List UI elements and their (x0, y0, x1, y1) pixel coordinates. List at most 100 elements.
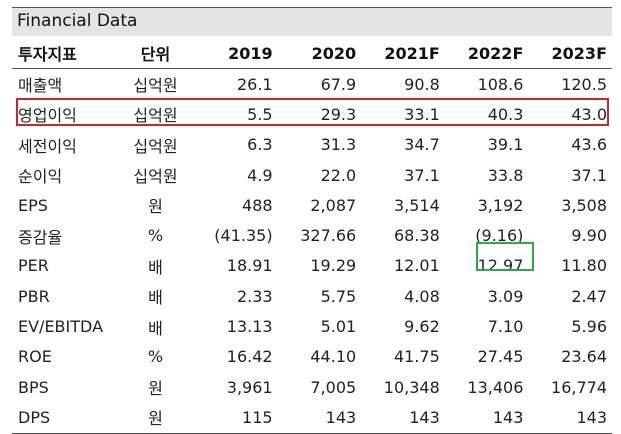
row-value: 4.9 (247, 165, 273, 185)
row-value: 90.8 (404, 74, 440, 94)
row-unit: 십억원 (133, 167, 178, 187)
table-row: 세전이익 십억원 6.3 31.3 34.7 39.1 43.6 (12, 130, 612, 160)
row-value: 34.7 (404, 135, 440, 155)
row-value: 143 (528, 402, 612, 434)
row-unit: % (147, 226, 164, 246)
table-row: EPS 원 488 2,087 3,514 3,192 3,508 (12, 190, 612, 220)
row-value: (9.16) (475, 226, 524, 246)
row-value: 115 (194, 402, 278, 434)
header-year: 2021F (361, 38, 445, 69)
row-value: 22.0 (320, 165, 357, 185)
row-value: 27.45 (477, 347, 524, 367)
row-value: 13,406 (467, 377, 524, 397)
header-year: 2022F (444, 38, 529, 69)
row-label: 순이익 (18, 167, 63, 187)
row-value: 3,192 (477, 195, 524, 215)
row-value: 13.13 (226, 317, 273, 337)
row-label: DPS (12, 402, 116, 434)
row-value: 18.91 (226, 256, 273, 276)
row-value: 12.01 (393, 256, 440, 276)
row-value: 2,087 (310, 195, 357, 215)
row-unit: 십억원 (133, 76, 178, 96)
row-value: 5.01 (320, 317, 357, 337)
table-row-highlighted: 영업이익 십억원 5.5 29.3 33.1 40.3 43.0 (12, 99, 612, 129)
row-value: 143 (277, 402, 362, 434)
row-value: 120.5 (561, 74, 607, 94)
row-value: 108.6 (477, 74, 524, 94)
row-highlight-box (16, 98, 609, 126)
row-label: 영업이익 (18, 106, 77, 126)
row-label: BPS (18, 377, 49, 397)
row-label: 매출액 (18, 76, 63, 96)
row-value: 5.96 (571, 317, 607, 337)
row-value: 2.33 (236, 286, 273, 306)
row-value: 33.1 (404, 104, 440, 124)
row-value: 68.38 (393, 226, 440, 246)
row-value: 37.1 (404, 165, 440, 185)
row-value: 43.0 (571, 104, 607, 124)
row-unit: 배 (148, 318, 163, 338)
table-row: BPS 원 3,961 7,005 10,348 13,406 16,774 (12, 372, 612, 402)
header-year: 2023F (528, 38, 612, 69)
row-value: 3,508 (561, 195, 607, 215)
row-value: 37.1 (571, 165, 607, 185)
row-unit: 원 (116, 402, 194, 434)
row-value: 16,774 (551, 377, 607, 397)
row-value: (41.35) (214, 226, 273, 246)
row-unit: 배 (148, 257, 163, 277)
row-value: 327.66 (300, 226, 357, 246)
table-title: Financial Data (17, 11, 138, 31)
row-value: 67.9 (320, 74, 357, 94)
row-value: 11.80 (561, 256, 607, 276)
row-unit: 십억원 (133, 106, 178, 126)
row-value: 143 (361, 402, 445, 434)
row-label: PER (18, 256, 49, 276)
row-unit: 원 (148, 379, 163, 399)
row-value: 9.62 (404, 317, 440, 337)
row-value: 6.3 (247, 135, 273, 155)
row-label: PBR (18, 286, 50, 306)
row-label: EPS (18, 195, 48, 215)
row-value: 23.64 (561, 347, 607, 367)
table-row: EV/EBITDA 배 13.13 5.01 9.62 7.10 5.96 (12, 311, 612, 341)
row-value: 5.75 (320, 286, 357, 306)
cell-highlight-box (476, 242, 534, 271)
row-value: 19.29 (310, 256, 357, 276)
row-value: 3.09 (487, 286, 524, 306)
table-row: DPS 원 115 143 143 143 143 (12, 402, 612, 434)
row-unit: % (147, 347, 164, 367)
row-value: 3,514 (393, 195, 440, 215)
row-value: 43.6 (571, 135, 607, 155)
row-value: 5.5 (247, 104, 273, 124)
row-label: ROE (18, 347, 52, 367)
header-item: 투자지표 (12, 38, 116, 69)
header-year: 2019 (194, 38, 278, 69)
row-value: 26.1 (236, 74, 273, 94)
header-year: 2020 (277, 38, 362, 69)
header-row: 투자지표 단위 2019 2020 2021F 2022F 2023F (12, 38, 612, 69)
row-value: 488 (242, 195, 273, 215)
row-value: 10,348 (383, 377, 440, 397)
row-value: 29.3 (320, 104, 357, 124)
table-row: 매출액 십억원 26.1 67.9 90.8 108.6 120.5 (12, 69, 612, 100)
row-value: 16.42 (226, 347, 273, 367)
table-row: ROE % 16.42 44.10 41.75 27.45 23.64 (12, 342, 612, 372)
row-value: 3,961 (226, 377, 273, 397)
row-value: 31.3 (320, 135, 357, 155)
row-value: 143 (444, 402, 529, 434)
row-label: 증감율 (18, 227, 63, 247)
row-value: 33.8 (487, 165, 524, 185)
row-label: 세전이익 (18, 136, 77, 156)
row-value: 7,005 (310, 377, 357, 397)
row-value: 40.3 (487, 104, 524, 124)
row-value: 9.90 (571, 226, 607, 246)
header-unit: 단위 (116, 38, 194, 69)
row-value: 2.47 (571, 286, 607, 306)
row-value: 41.75 (393, 347, 440, 367)
row-value: 7.10 (487, 317, 524, 337)
table-row: PER 배 18.91 19.29 12.01 12.97 11.80 (12, 251, 612, 281)
row-label: EV/EBITDA (18, 317, 104, 337)
row-unit: 원 (148, 197, 163, 217)
table-row: PBR 배 2.33 5.75 4.08 3.09 2.47 (12, 281, 612, 311)
table-row: 순이익 십억원 4.9 22.0 37.1 33.8 37.1 (12, 160, 612, 190)
